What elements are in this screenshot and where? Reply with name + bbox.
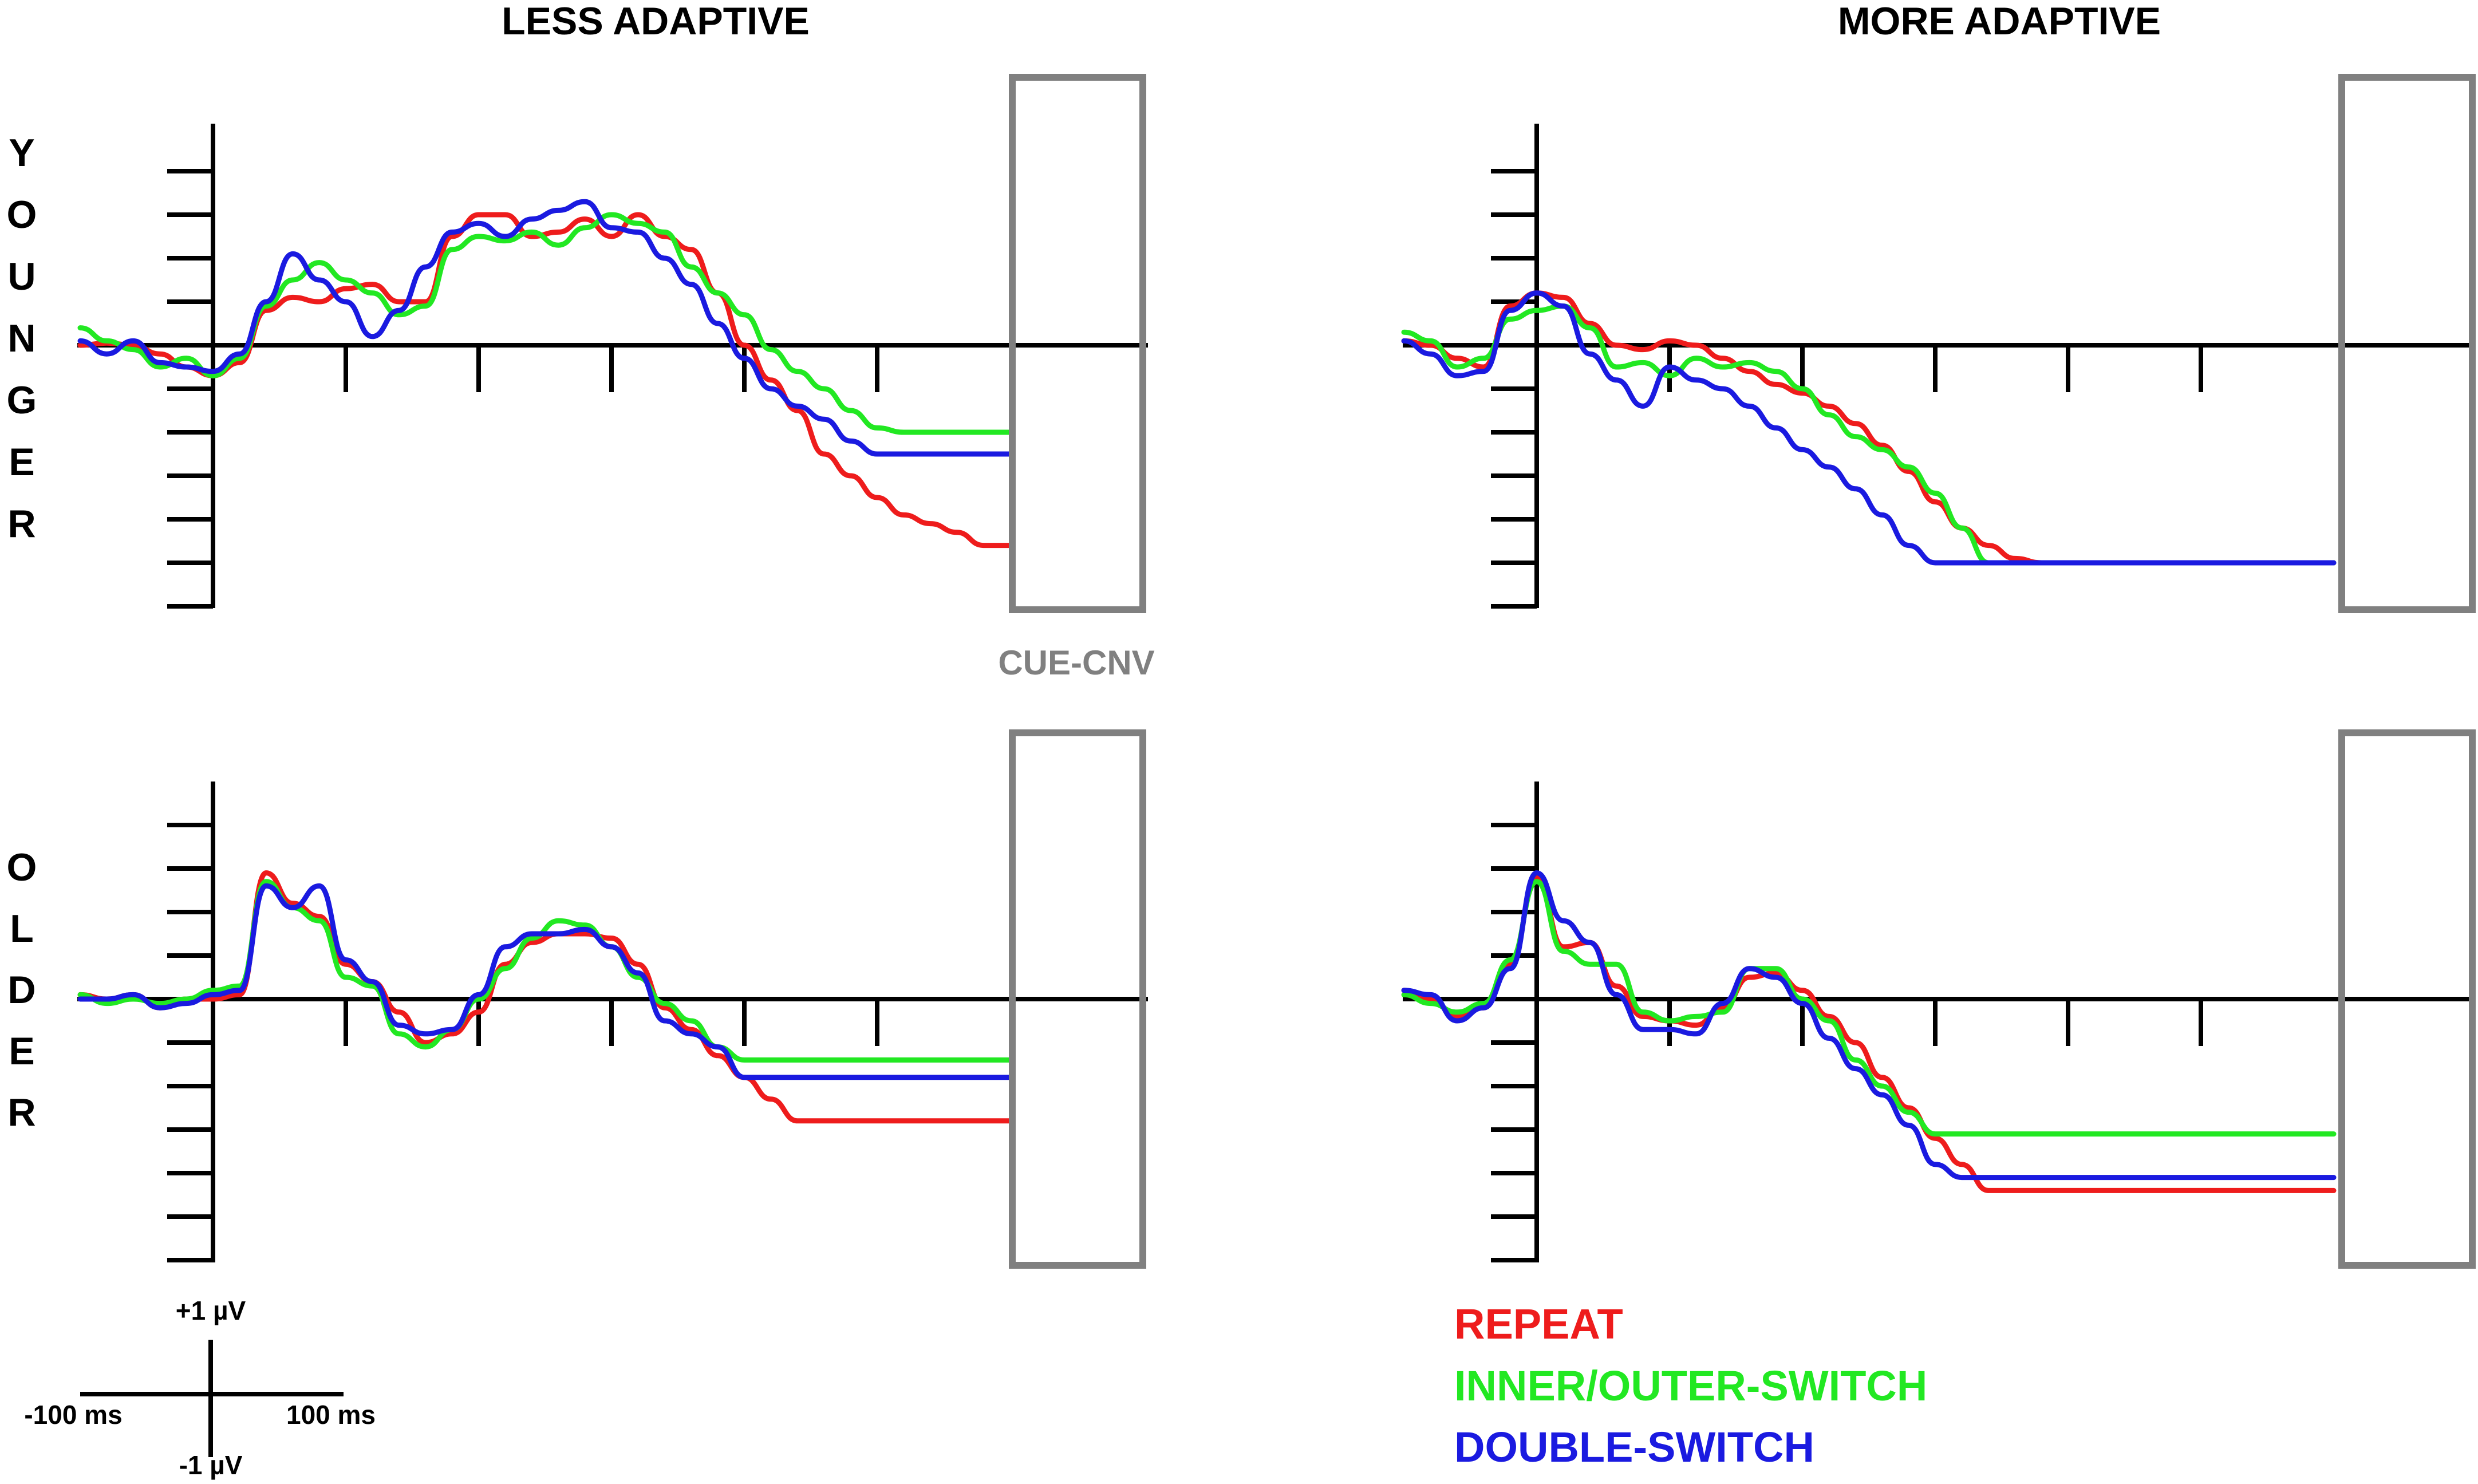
column-title-less-adaptive: LESS ADAPTIVE [502, 0, 810, 43]
trace-repeat [1401, 874, 2337, 1193]
legend: REPEAT INNER/OUTER-SWITCH DOUBLE-SWITCH [1454, 1300, 1927, 1471]
scale-left-label: -100 ms [24, 1400, 122, 1430]
trace-inner-outer-switch [77, 879, 1013, 1063]
legend-repeat: REPEAT [1454, 1300, 1623, 1348]
row-letter: E [9, 1029, 34, 1073]
scale-top-label: +1 µV [176, 1296, 246, 1325]
cue-cnv-window [2338, 729, 2476, 1269]
trace-double-switch [1401, 870, 2337, 1181]
trace-inner-outer-switch [1401, 879, 2337, 1137]
trace-repeat [77, 212, 1013, 548]
cue-cnv-window [2338, 74, 2476, 613]
row-letter: O [7, 193, 37, 236]
row-letter: D [7, 968, 35, 1012]
legend-double-switch: DOUBLE-SWITCH [1454, 1423, 1814, 1471]
trace-repeat [1401, 290, 2337, 566]
scale-right-label: 100 ms [286, 1400, 376, 1430]
cue-cnv-window [1009, 74, 1146, 613]
panel-younger-more-adaptive [1401, 74, 2476, 613]
row-letter: N [7, 317, 35, 360]
panel-older-less-adaptive [77, 729, 1148, 1269]
row-letter: U [7, 255, 35, 298]
row-letter: R [7, 502, 35, 546]
scale-bar: +1 µV -1 µV -100 ms 100 ms [24, 1296, 376, 1480]
row-letter: R [7, 1091, 35, 1134]
panel-older-more-adaptive [1401, 729, 2476, 1269]
row-letter: L [10, 907, 34, 950]
row-letter: Y [9, 131, 34, 175]
column-title-more-adaptive: MORE ADAPTIVE [1838, 0, 2161, 43]
trace-inner-outer-switch [77, 212, 1013, 435]
row-letter: E [9, 440, 34, 484]
scale-bottom-label: -1 µV [179, 1450, 243, 1480]
panels [77, 74, 2476, 1269]
cue-cnv-window [1009, 729, 1146, 1269]
row-letter: O [7, 846, 37, 889]
legend-inner-outer-switch: INNER/OUTER-SWITCH [1454, 1362, 1927, 1410]
trace-double-switch [1401, 290, 2337, 566]
row-letter: G [7, 378, 37, 422]
window-label: CUE-CNV [998, 644, 1154, 682]
trace-double-switch [77, 883, 1013, 1080]
trace-double-switch [77, 199, 1013, 457]
panel-younger-less-adaptive [77, 74, 1148, 613]
